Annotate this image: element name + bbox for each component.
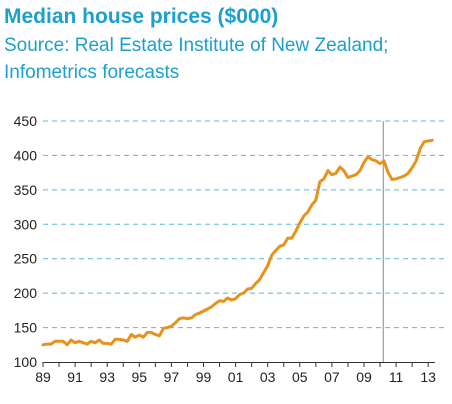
y-tick-label: 150 (14, 320, 38, 336)
x-tick-label: 01 (228, 369, 244, 385)
x-tick-label: 97 (164, 369, 180, 385)
x-tick-label: 03 (260, 369, 276, 385)
x-tick-label: 99 (196, 369, 212, 385)
y-tick-label: 450 (14, 113, 38, 129)
y-tick-label: 250 (14, 251, 38, 267)
x-tick-label: 93 (99, 369, 115, 385)
x-tick-label: 91 (67, 369, 83, 385)
x-tick-label: 09 (356, 369, 372, 385)
x-tick-label: 13 (420, 369, 436, 385)
x-tick-label: 95 (132, 369, 148, 385)
x-tick-label: 89 (35, 369, 51, 385)
y-tick-label: 350 (14, 182, 38, 198)
y-tick-label: 400 (14, 147, 38, 163)
chart-title: Median house prices ($000) (4, 5, 279, 28)
series-line (41, 138, 434, 347)
y-tick-label: 100 (14, 354, 38, 370)
x-tick-label: 07 (324, 369, 340, 385)
y-tick-label: 300 (14, 216, 38, 232)
x-tick-label: 05 (292, 369, 308, 385)
chart-subtitle: Source: Real Estate Institute of New Zea… (4, 35, 389, 83)
y-tick-label: 200 (14, 285, 38, 301)
x-tick-label: 11 (389, 369, 404, 385)
